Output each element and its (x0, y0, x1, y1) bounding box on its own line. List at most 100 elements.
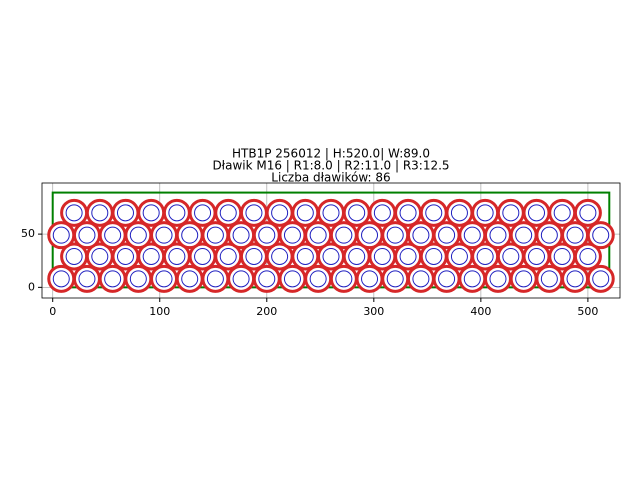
gland (394, 198, 423, 227)
gland-outer (252, 264, 281, 293)
gland-outer (432, 264, 461, 293)
gland-inner (219, 204, 237, 222)
gland (98, 221, 127, 250)
gland (317, 198, 345, 227)
gland-outer (458, 264, 487, 293)
gland-inner (232, 270, 250, 288)
gland (586, 221, 615, 250)
gland-inner (553, 204, 571, 222)
gland-outer (522, 198, 551, 227)
gland-inner (438, 226, 456, 244)
gland-outer (175, 221, 204, 250)
gland-inner (450, 247, 468, 265)
gland (124, 264, 153, 293)
gland-outer (150, 264, 179, 293)
gland-inner (373, 247, 391, 265)
gland (124, 221, 153, 250)
x-tick-label: 200 (256, 305, 277, 318)
gland-inner (502, 247, 520, 265)
gland-inner (245, 204, 263, 222)
gland (252, 221, 281, 250)
gland (227, 264, 256, 293)
gland-outer (535, 264, 564, 293)
gland-outer (227, 221, 256, 250)
chart-title: Dławik M16 | R1:8.0 | R2:11.0 | R3:12.5 (212, 159, 449, 173)
gland (342, 198, 371, 227)
gland (329, 264, 358, 293)
gland-inner (450, 204, 468, 222)
gland-inner (142, 204, 160, 222)
gland-inner (399, 247, 417, 265)
gland-outer (381, 221, 410, 250)
gland (586, 264, 615, 293)
x-tick-label: 400 (470, 305, 491, 318)
gland (227, 221, 256, 250)
gland-inner (592, 226, 610, 244)
gland-outer (162, 198, 191, 227)
gland-outer (72, 221, 101, 250)
gland-inner (476, 204, 494, 222)
gland (239, 198, 268, 227)
gland-inner (348, 247, 366, 265)
gland (561, 264, 590, 293)
gland-inner (566, 226, 584, 244)
gland (561, 221, 590, 250)
gland (111, 198, 140, 227)
gland-outer (458, 221, 487, 250)
gland-inner (386, 226, 404, 244)
gland-inner (232, 226, 250, 244)
gland-inner (502, 204, 520, 222)
gland-outer (98, 221, 127, 250)
gland-outer (124, 264, 153, 293)
gland (304, 221, 333, 250)
x-tick-label: 0 (49, 305, 56, 318)
gland (496, 198, 525, 227)
gland-inner (322, 204, 340, 222)
gland (394, 242, 423, 271)
gland (214, 198, 243, 227)
chart-title: Liczba dławików: 86 (271, 171, 390, 185)
gland-outer (124, 221, 153, 250)
gland-outer (548, 198, 577, 227)
gland-outer (535, 221, 564, 250)
gland-inner (528, 247, 546, 265)
gland (471, 198, 500, 227)
gland-outer (278, 264, 307, 293)
gland-inner (438, 270, 456, 288)
gland (278, 264, 307, 293)
gland-inner (296, 247, 314, 265)
gland-inner (361, 270, 379, 288)
gland-inner (181, 270, 199, 288)
gland (201, 221, 230, 250)
gland-outer (573, 242, 602, 271)
gland (252, 264, 281, 293)
gland (432, 264, 461, 293)
gland (278, 221, 307, 250)
gland (291, 242, 320, 271)
gland-inner (78, 270, 96, 288)
gland-outer (239, 198, 268, 227)
gland-inner (168, 247, 186, 265)
gland-outer (201, 221, 230, 250)
gland-outer (394, 198, 423, 227)
gland-outer (419, 198, 448, 227)
gland-inner (129, 270, 147, 288)
gland-inner (142, 247, 160, 265)
gland-outer (111, 198, 140, 227)
gland-inner (515, 270, 533, 288)
gland-inner (309, 270, 327, 288)
gland-outer (227, 264, 256, 293)
gland-inner (296, 204, 314, 222)
gland-outer (291, 198, 320, 227)
gland-outer (304, 221, 333, 250)
gland-outer (252, 221, 281, 250)
gland-inner (245, 247, 263, 265)
gland (406, 221, 435, 250)
gland-outer (278, 221, 307, 250)
gland-inner (194, 247, 212, 265)
gland-inner (386, 270, 404, 288)
gland-inner (489, 270, 507, 288)
gland (175, 221, 204, 250)
gland (522, 198, 551, 227)
gland (368, 198, 397, 227)
